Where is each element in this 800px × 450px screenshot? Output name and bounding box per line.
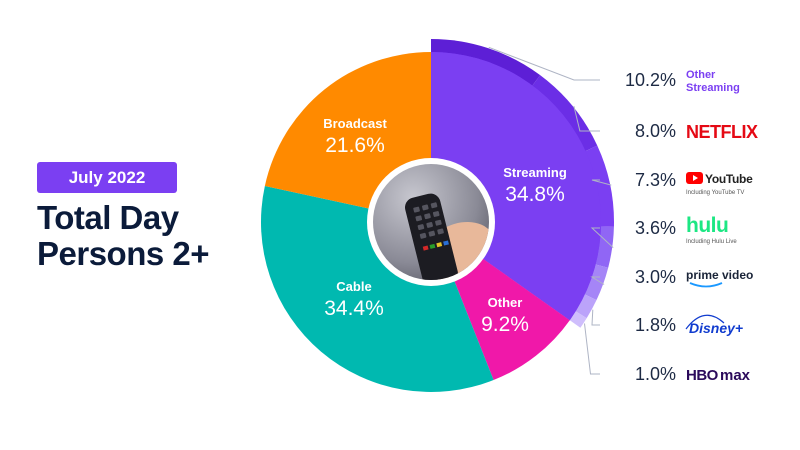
leader-line-disney-plus-logo [591,309,600,326]
disney-plus-logo: Disney+ [685,314,743,336]
leader-line-hulu-logo [590,227,614,248]
period-badge: July 2022 [37,162,177,193]
legend-value-prime-video-logo: 3.0% [635,267,676,287]
svg-text:max: max [720,367,751,384]
chart-title: Total Day Persons 2+ [37,200,257,272]
period-label: July 2022 [68,167,146,187]
leader-line-youtube-logo [591,179,612,186]
hulu-logo: hulu Including Hulu Live [686,214,737,245]
youtube-logo: YouTube Including YouTube TV [686,172,753,196]
slice-label-cable: Cable [336,279,371,294]
svg-text:HBO: HBO [686,367,719,384]
legend-value-disney-plus-logo: 1.8% [635,315,676,335]
slice-labels: Streaming 34.8% Other 9.2% Cable 34.4% Broadca… [323,116,567,336]
legend-value-hulu-logo: 3.6% [635,218,676,238]
svg-text:Streaming: Streaming [686,82,740,94]
slice-streaming [431,52,602,321]
leader-line-prime-video-logo [590,276,605,285]
leader-line-hbo-max-logo [584,323,600,375]
title-line-1: Total Day [37,199,179,236]
netflix-logo: NETFLIX [686,122,758,142]
svg-text:Other: Other [686,69,716,81]
svg-text:Disney+: Disney+ [689,320,743,336]
legend-value-youtube-logo: 7.3% [635,170,676,190]
legend-value-text-label: 10.2% [625,70,676,90]
slice-value-streaming: 34.8% [505,183,565,206]
svg-text:Including YouTube TV: Including YouTube TV [686,190,744,196]
prime-video-logo: prime video [686,268,753,288]
center-image [367,158,495,286]
leader-lines [488,46,614,375]
leader-line-text-label [488,46,600,81]
legend-value-netflix-logo: 8.0% [635,121,676,141]
slice-label-streaming: Streaming [503,165,567,180]
tv-remote-photo [373,164,489,280]
slice-label-other: Other [488,295,523,310]
leader-line-netflix-logo [573,105,600,132]
svg-text:prime video: prime video [686,268,753,282]
svg-text:YouTube: YouTube [705,172,753,186]
svg-text:hulu: hulu [686,214,728,237]
slice-value-broadcast: 21.6% [325,134,385,157]
slice-value-other: 9.2% [481,313,529,336]
svg-text:Including Hulu Live: Including Hulu Live [686,239,737,245]
slice-value-cable: 34.4% [324,297,384,320]
slice-label-broadcast: Broadcast [323,116,387,131]
title-line-2: Persons 2+ [37,235,210,272]
svg-text:NETFLIX: NETFLIX [686,122,758,142]
hbo-max-logo: HBO max [686,367,751,384]
legend-value-hbo-max-logo: 1.0% [635,364,676,384]
